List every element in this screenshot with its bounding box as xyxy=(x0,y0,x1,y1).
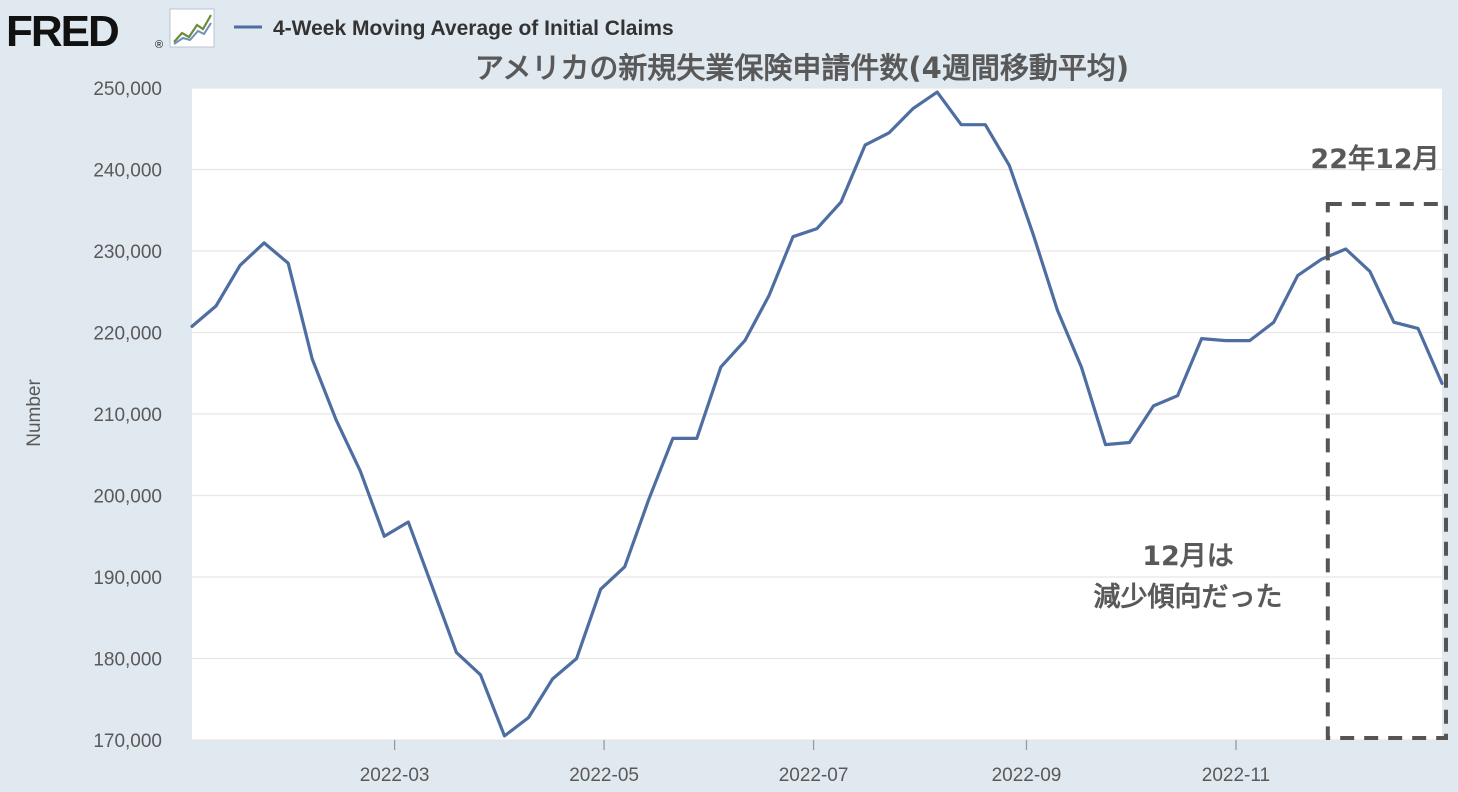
data-point xyxy=(479,673,482,676)
data-point xyxy=(310,357,314,361)
y-tick-label: 220,000 xyxy=(93,324,162,345)
y-tick-label: 210,000 xyxy=(93,405,162,426)
data-point xyxy=(1128,441,1131,444)
y-tick-label: 250,000 xyxy=(93,79,162,100)
data-point xyxy=(1440,382,1444,385)
box-label: 22年12月 xyxy=(1310,143,1439,175)
data-point xyxy=(1392,321,1396,324)
data-point xyxy=(1224,339,1227,342)
data-point xyxy=(695,437,699,440)
x-tick-label: 2022-03 xyxy=(360,765,430,786)
y-axis-title: Number xyxy=(24,379,45,447)
data-point xyxy=(1152,404,1155,408)
data-point xyxy=(1416,327,1420,330)
data-point xyxy=(791,235,795,238)
annotations: 22年12月 12月は 減少傾向だった xyxy=(1094,143,1449,740)
highlight-box xyxy=(1325,202,1449,740)
y-tick-label: 180,000 xyxy=(93,650,162,671)
y-tick-label: 190,000 xyxy=(93,568,162,589)
y-tick-label: 200,000 xyxy=(93,487,162,508)
data-point xyxy=(887,131,891,135)
data-point xyxy=(719,365,723,369)
data-point xyxy=(286,262,290,265)
data-point xyxy=(1248,339,1251,342)
y-tick-label: 170,000 xyxy=(93,731,162,752)
data-point xyxy=(623,565,626,569)
data-point xyxy=(214,304,218,308)
y-tick-label: 230,000 xyxy=(93,242,162,263)
series-layer xyxy=(190,90,1444,738)
note-line-2: 減少傾向だった xyxy=(1094,581,1283,613)
data-point xyxy=(335,418,338,422)
data-point xyxy=(431,585,434,589)
data-point xyxy=(359,469,362,473)
data-point xyxy=(407,520,410,524)
data-point xyxy=(503,734,506,738)
data-point xyxy=(647,498,650,501)
data-point xyxy=(1200,337,1203,340)
data-point xyxy=(911,107,915,110)
x-tick-label: 2022-05 xyxy=(569,765,639,786)
data-point xyxy=(743,339,747,342)
data-point xyxy=(815,227,819,230)
fred-graph-icon xyxy=(169,8,215,48)
data-point xyxy=(575,657,578,660)
data-point xyxy=(1032,233,1035,236)
data-point xyxy=(1104,443,1107,446)
data-point xyxy=(190,325,194,328)
note-line-1: 12月は xyxy=(1142,541,1234,572)
logo-text: FRED xyxy=(6,7,118,56)
x-tick-label: 2022-07 xyxy=(779,765,849,786)
data-point xyxy=(984,123,987,126)
data-point xyxy=(1056,308,1059,312)
data-point xyxy=(935,90,939,94)
data-point xyxy=(455,651,458,654)
legend-label: 4-Week Moving Average of Initial Claims xyxy=(273,17,674,40)
data-point xyxy=(551,677,554,681)
legend: 4-Week Moving Average of Initial Claims xyxy=(234,17,674,40)
data-point xyxy=(671,437,674,440)
y-axis-ticks: 170,000 180,000 190,000 200,000 210,000 220,0… xyxy=(93,79,162,752)
data-point xyxy=(1320,257,1324,261)
data-point xyxy=(238,264,242,267)
data-point xyxy=(1368,270,1372,273)
logo-registered: ® xyxy=(155,39,163,51)
data-point xyxy=(1296,274,1299,277)
data-point xyxy=(767,294,771,298)
data-point xyxy=(960,123,963,126)
data-point xyxy=(863,143,867,147)
x-axis-ticks: 2022-03 2022-05 2022-07 2022-09 2022-11 xyxy=(360,740,1270,786)
x-tick-label: 2022-09 xyxy=(992,765,1062,786)
data-point xyxy=(527,716,530,719)
grid xyxy=(192,87,1442,741)
data-point xyxy=(1176,394,1179,397)
data-point xyxy=(1344,247,1348,251)
data-point xyxy=(599,588,602,591)
data-point xyxy=(1080,365,1083,369)
data-point xyxy=(262,241,266,245)
data-point xyxy=(1272,321,1275,324)
data-point xyxy=(1008,164,1011,167)
data-point xyxy=(839,200,843,204)
x-tick-label: 2022-11 xyxy=(1202,765,1270,786)
y-tick-label: 240,000 xyxy=(93,161,162,182)
chart-title: アメリカの新規失業保険申請件数(4週間移動平均) xyxy=(475,51,1129,85)
fred-logo[interactable]: FRED ® xyxy=(6,7,215,56)
data-point xyxy=(383,535,386,538)
